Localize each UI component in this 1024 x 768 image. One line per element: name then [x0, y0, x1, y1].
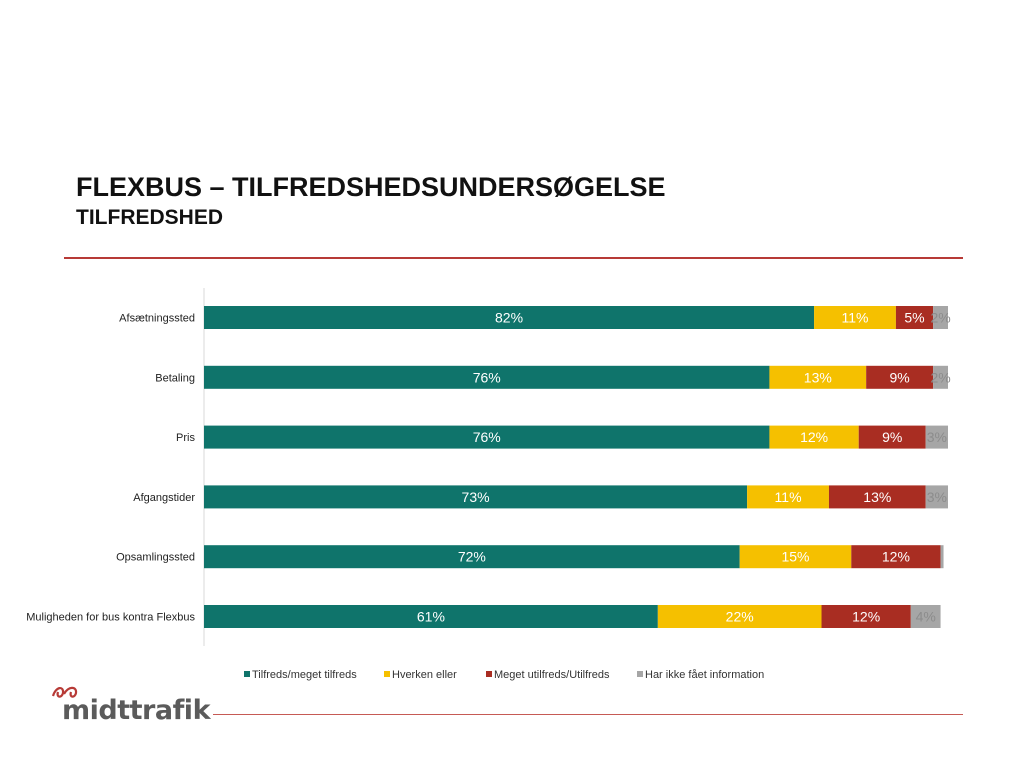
- data-label: 5%: [904, 310, 924, 326]
- bar-segment: [747, 485, 829, 509]
- bar-segment: [204, 545, 740, 569]
- data-label: 82%: [495, 310, 523, 326]
- data-label: 61%: [417, 609, 445, 625]
- category-label: Afsætningssted: [119, 313, 195, 325]
- data-label: 9%: [890, 369, 910, 385]
- bar-segment: [814, 306, 896, 329]
- data-label: 13%: [804, 369, 832, 385]
- stacked-bar-chart: Afsætningssted 82% 11% 5% 2% Betaling 76% 13% 9%…: [26, 288, 951, 681]
- slide-title-block: FLEXBUS – TILFREDSHEDSUNDERSØGELSE TILFR…: [76, 170, 666, 232]
- data-label: 4%: [916, 609, 936, 625]
- data-label: 13%: [863, 489, 891, 505]
- bar-segment: [657, 605, 822, 628]
- data-label: 3%: [927, 429, 947, 445]
- category-label: Afgangstider: [133, 492, 195, 504]
- bar-segment: [925, 425, 948, 449]
- category-label: Pris: [176, 432, 195, 444]
- data-label: 2%: [930, 369, 950, 385]
- data-label: 15%: [781, 549, 809, 565]
- bar-segment: [739, 545, 852, 569]
- bar-segment: [858, 425, 926, 449]
- legend-label: Meget utilfreds/Utilfreds: [494, 669, 610, 681]
- legend-label: Har ikke fået information: [645, 669, 764, 681]
- data-label: 12%: [852, 609, 880, 625]
- legend-label: Tilfreds/meget tilfreds: [252, 669, 357, 681]
- data-label: 9%: [882, 429, 902, 445]
- bar-segment: [821, 605, 911, 628]
- legend-label: Hverken eller: [392, 669, 457, 681]
- logo-wordmark: midttrafik: [62, 695, 211, 726]
- midttrafik-logo: midttrafik: [46, 684, 211, 730]
- data-label: 76%: [473, 369, 501, 385]
- data-label: 76%: [473, 429, 501, 445]
- slide-subtitle: TILFREDSHED: [76, 206, 223, 229]
- bar-segment: [910, 605, 941, 628]
- data-label: 22%: [726, 609, 754, 625]
- bar-segment: [851, 545, 941, 569]
- bar-segment: [204, 365, 770, 389]
- data-label: 73%: [462, 489, 490, 505]
- legend-swatch: [637, 671, 643, 677]
- category-label: Opsamlingssted: [116, 552, 195, 564]
- bar-segment: [204, 485, 748, 509]
- bar-segment: [204, 425, 770, 449]
- footer-divider: [213, 714, 963, 715]
- bar-segment: [933, 306, 948, 329]
- data-label: 11%: [775, 489, 802, 505]
- data-label: 12%: [882, 549, 910, 565]
- bar-segment: [933, 365, 948, 389]
- bar-segment: [940, 545, 944, 569]
- data-label: 2%: [930, 310, 950, 326]
- bar-segment: [204, 306, 815, 329]
- data-label: 3%: [927, 489, 947, 505]
- bar-segment: [925, 485, 948, 509]
- legend-swatch: [244, 671, 250, 677]
- slide-title: FLEXBUS – TILFREDSHEDSUNDERSØGELSE: [76, 172, 666, 202]
- legend-swatch: [384, 671, 390, 677]
- bar-segment: [828, 485, 926, 509]
- bar-segment: [769, 365, 867, 389]
- legend-swatch: [486, 671, 492, 677]
- title-divider: [64, 257, 963, 259]
- logo-swirl-icon: [51, 686, 78, 698]
- bar-segment: [204, 605, 658, 628]
- bar-segment: [895, 306, 934, 329]
- data-label: 11%: [842, 310, 869, 326]
- data-label: 12%: [800, 429, 828, 445]
- bar-segment: [866, 365, 934, 389]
- category-label: Muligheden for bus kontra Flexbus: [26, 612, 195, 624]
- data-label: 72%: [458, 549, 486, 565]
- category-label: Betaling: [155, 372, 195, 384]
- bar-segment: [769, 425, 859, 449]
